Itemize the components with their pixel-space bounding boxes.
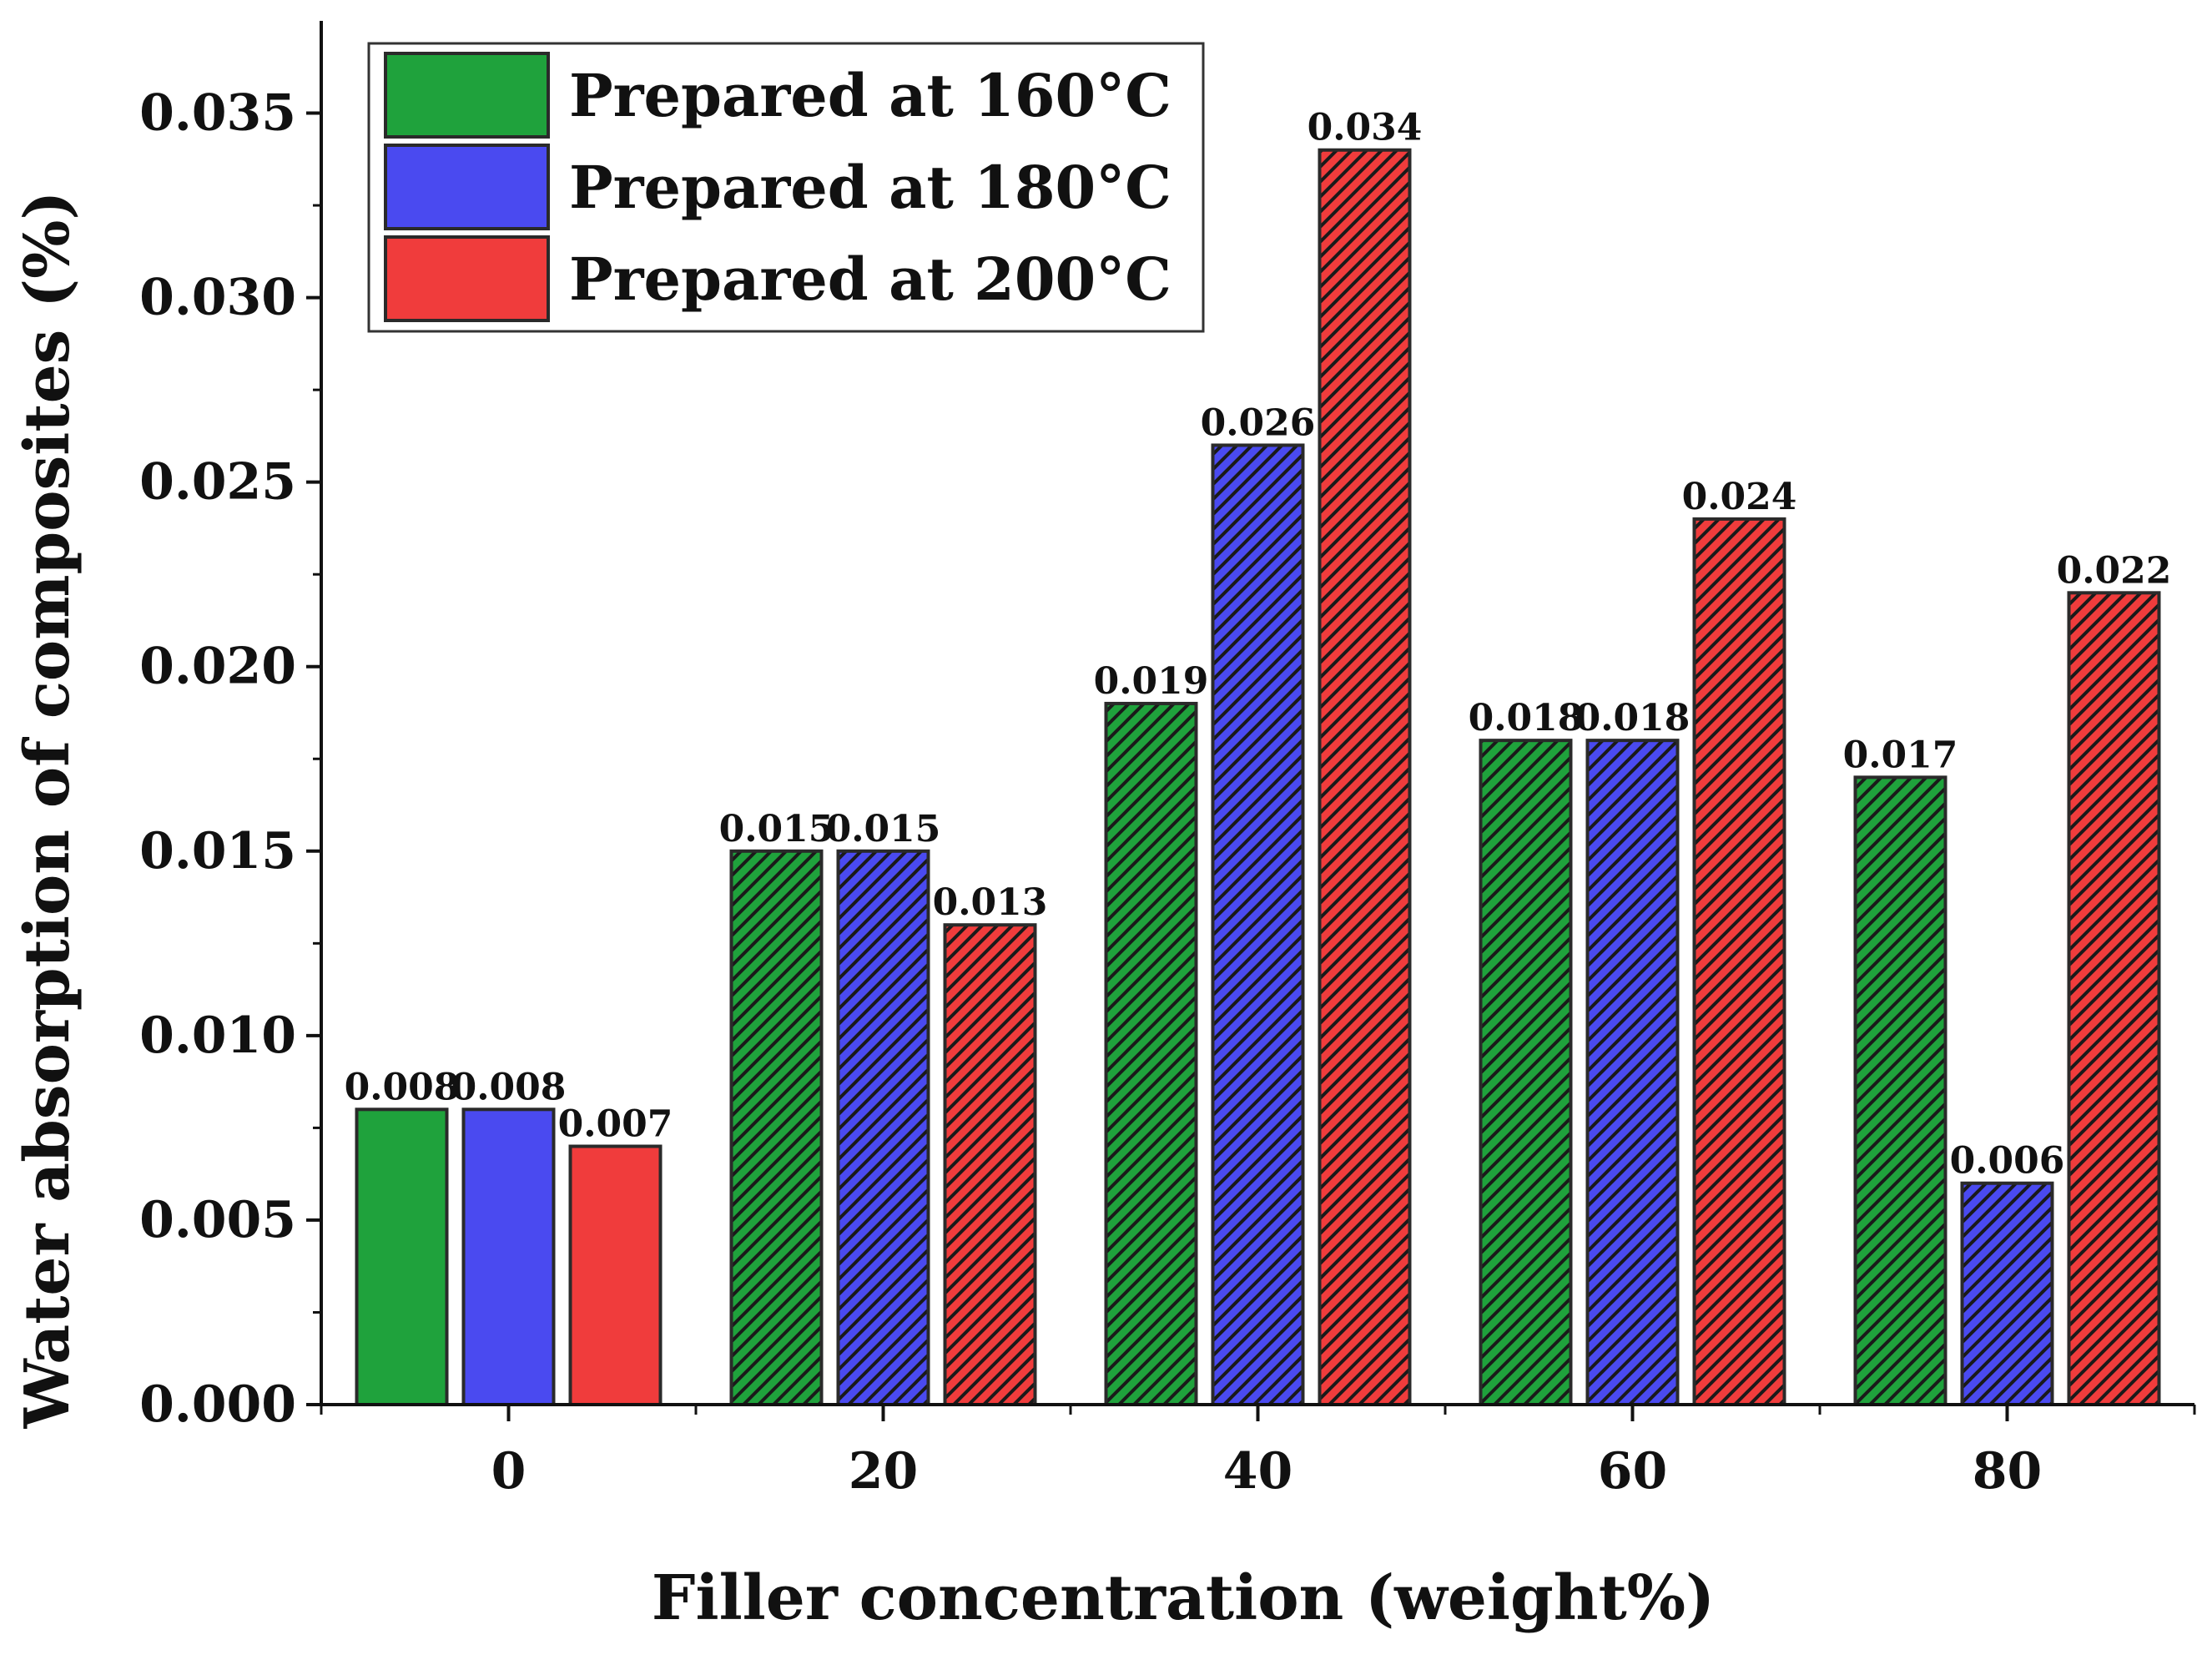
y-tick-label: 0.030 [139, 269, 296, 327]
bar-180c-0 [461, 1107, 556, 1406]
x-tick-label: 0 [491, 1442, 527, 1501]
x-tick-label: 60 [1598, 1442, 1668, 1501]
legend-label: Prepared at 200°C [569, 245, 1172, 314]
data-label: 0.007 [558, 1103, 673, 1146]
x-tick-label: 80 [1973, 1442, 2043, 1501]
data-label: 0.018 [1469, 697, 1584, 739]
data-label: 0.019 [1094, 660, 1209, 703]
y-tick-label: 0.035 [139, 84, 296, 143]
data-label: 0.013 [933, 881, 1048, 924]
bar-200c-0 [568, 1144, 663, 1407]
bar-160c-80 [1853, 775, 1947, 1406]
bar-180c-80 [1960, 1181, 2054, 1406]
bar-180c-40 [1211, 443, 1305, 1406]
bar-160c-60 [1479, 739, 1573, 1406]
data-label: 0.008 [345, 1066, 460, 1108]
legend-swatch [384, 235, 550, 322]
legend-label: Prepared at 180°C [569, 153, 1172, 222]
bars-layer [355, 148, 2161, 1407]
data-label: 0.017 [1843, 734, 1958, 776]
data-label: 0.024 [1682, 476, 1797, 518]
data-labels-layer: 0.0080.0080.0070.0150.0150.0130.0190.026… [345, 107, 2172, 1183]
legend: Prepared at 160°C Prepared at 180°C Prepar… [367, 42, 1205, 333]
bar-200c-60 [1692, 517, 1786, 1406]
legend-swatch [384, 144, 550, 230]
x-tick-label: 40 [1223, 1442, 1293, 1501]
axes-layer: 0.000 0.005 0.010 0.015 0.020 0.025 0.030 0.035… [139, 21, 2196, 1501]
data-label: 0.015 [719, 808, 834, 850]
data-label: 0.022 [2057, 549, 2172, 592]
bar-160c-20 [729, 849, 824, 1406]
x-tick-label: 20 [849, 1442, 919, 1501]
y-tick-label: 0.005 [139, 1191, 296, 1249]
bar-160c-0 [355, 1107, 449, 1406]
y-tick-label: 0.020 [139, 638, 296, 696]
bar-180c-20 [836, 849, 930, 1406]
y-tick-label: 0.000 [139, 1375, 296, 1434]
data-label: 0.015 [826, 808, 941, 850]
legend-swatch [384, 52, 550, 139]
data-label: 0.018 [1575, 697, 1690, 739]
y-tick-label: 0.025 [139, 453, 296, 512]
data-label: 0.008 [451, 1066, 567, 1108]
bar-180c-60 [1585, 739, 1680, 1406]
bar-200c-40 [1318, 148, 1412, 1406]
bar-200c-80 [2067, 591, 2161, 1406]
bar-160c-40 [1104, 701, 1198, 1406]
x-axis-title: Filler concentration (weight%) [652, 1562, 1715, 1634]
data-label: 0.034 [1308, 107, 1423, 149]
bar-200c-20 [943, 923, 1037, 1406]
data-label: 0.006 [1950, 1140, 2065, 1183]
legend-label: Prepared at 160°C [569, 61, 1172, 130]
y-tick-label: 0.015 [139, 822, 296, 880]
y-axis-title: Water absorption of composites (%) [12, 191, 83, 1430]
y-tick-label: 0.010 [139, 1007, 296, 1065]
data-label: 0.026 [1201, 401, 1316, 444]
